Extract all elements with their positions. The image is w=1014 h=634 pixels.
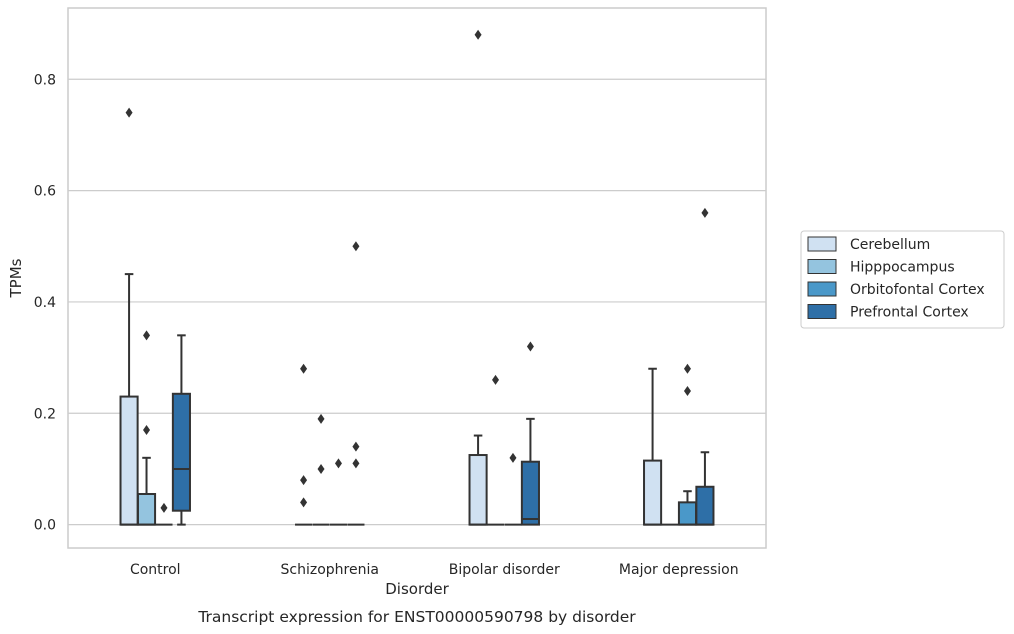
outlier-point bbox=[352, 458, 360, 469]
x-tick-label: Bipolar disorder bbox=[449, 562, 560, 578]
outlier-point bbox=[352, 441, 360, 452]
y-tick-label: 0.6 bbox=[34, 184, 56, 200]
box-body bbox=[520, 460, 540, 526]
y-tick-label: 0.0 bbox=[34, 518, 56, 534]
outlier-point bbox=[317, 463, 325, 474]
y-tick-label: 0.8 bbox=[34, 72, 56, 88]
chart-caption: Transcript expression for ENST0000059079… bbox=[197, 608, 636, 626]
box-2-2 bbox=[504, 452, 522, 526]
outlier-point bbox=[492, 374, 500, 385]
outlier-point bbox=[160, 502, 168, 513]
box-1-3 bbox=[347, 241, 365, 526]
box-2-1 bbox=[486, 374, 505, 526]
legend: Cerebellum Hipppocampus Orbitofontal Corte… bbox=[800, 230, 1005, 329]
x-tick-label: Schizophrenia bbox=[281, 562, 379, 578]
outlier-point bbox=[300, 497, 308, 508]
legend-frame bbox=[800, 230, 1005, 329]
outlier-point bbox=[683, 363, 691, 374]
box-body bbox=[643, 459, 663, 526]
box-0-3 bbox=[171, 334, 191, 526]
x-tick-label: Major depression bbox=[619, 562, 739, 578]
x-tick-labels: Control Schizophrenia Bipolar disorder Majo… bbox=[130, 562, 739, 578]
box-body bbox=[171, 392, 191, 512]
box-body bbox=[468, 454, 488, 526]
box-0-1 bbox=[136, 330, 157, 526]
box-body bbox=[136, 493, 157, 526]
legend-label: Prefrontal Cortex bbox=[850, 305, 969, 321]
box-3-0 bbox=[643, 367, 663, 526]
box-body bbox=[695, 485, 715, 526]
box-1-0 bbox=[295, 363, 313, 526]
x-axis-label: Disorder bbox=[385, 580, 449, 598]
box-3-2 bbox=[677, 363, 698, 526]
plot-frame bbox=[67, 7, 767, 549]
outlier-point bbox=[125, 107, 133, 118]
outlier-point bbox=[143, 424, 151, 435]
box-2-0 bbox=[468, 29, 488, 526]
legend-label: Cerebellum bbox=[850, 237, 930, 253]
outlier-point bbox=[526, 341, 534, 352]
legend-swatch bbox=[807, 236, 837, 252]
box-1-1 bbox=[312, 413, 330, 526]
outlier-point bbox=[701, 207, 709, 218]
outlier-point bbox=[300, 475, 308, 486]
outlier-point bbox=[509, 452, 517, 463]
legend-label: Hipppocampus bbox=[850, 260, 955, 276]
box-0-0 bbox=[119, 107, 139, 526]
box-groups bbox=[119, 29, 715, 526]
y-axis-label: TPMs bbox=[7, 258, 25, 298]
y-tick-labels: 0.0 0.2 0.4 0.6 0.8 bbox=[34, 72, 56, 533]
outlier-point bbox=[317, 413, 325, 424]
outlier-point bbox=[143, 330, 151, 341]
x-tick-label: Control bbox=[130, 562, 181, 578]
legend-label: Orbitofontal Cortex bbox=[850, 282, 985, 298]
box-3-3 bbox=[695, 207, 715, 526]
outlier-point bbox=[352, 241, 360, 252]
outlier-point bbox=[300, 363, 308, 374]
outlier-point bbox=[474, 29, 482, 40]
legend-swatch bbox=[807, 259, 837, 274]
outlier-point bbox=[683, 386, 691, 397]
legend-swatch bbox=[807, 281, 837, 297]
legend-swatch bbox=[807, 304, 837, 319]
outlier-point bbox=[334, 458, 342, 469]
y-tick-label: 0.2 bbox=[34, 406, 56, 422]
box-body bbox=[677, 501, 698, 526]
y-tick-label: 0.4 bbox=[34, 295, 56, 311]
box-body bbox=[119, 395, 139, 526]
box-1-2 bbox=[329, 458, 348, 526]
box-0-2 bbox=[155, 502, 173, 526]
box-2-3 bbox=[520, 341, 540, 526]
